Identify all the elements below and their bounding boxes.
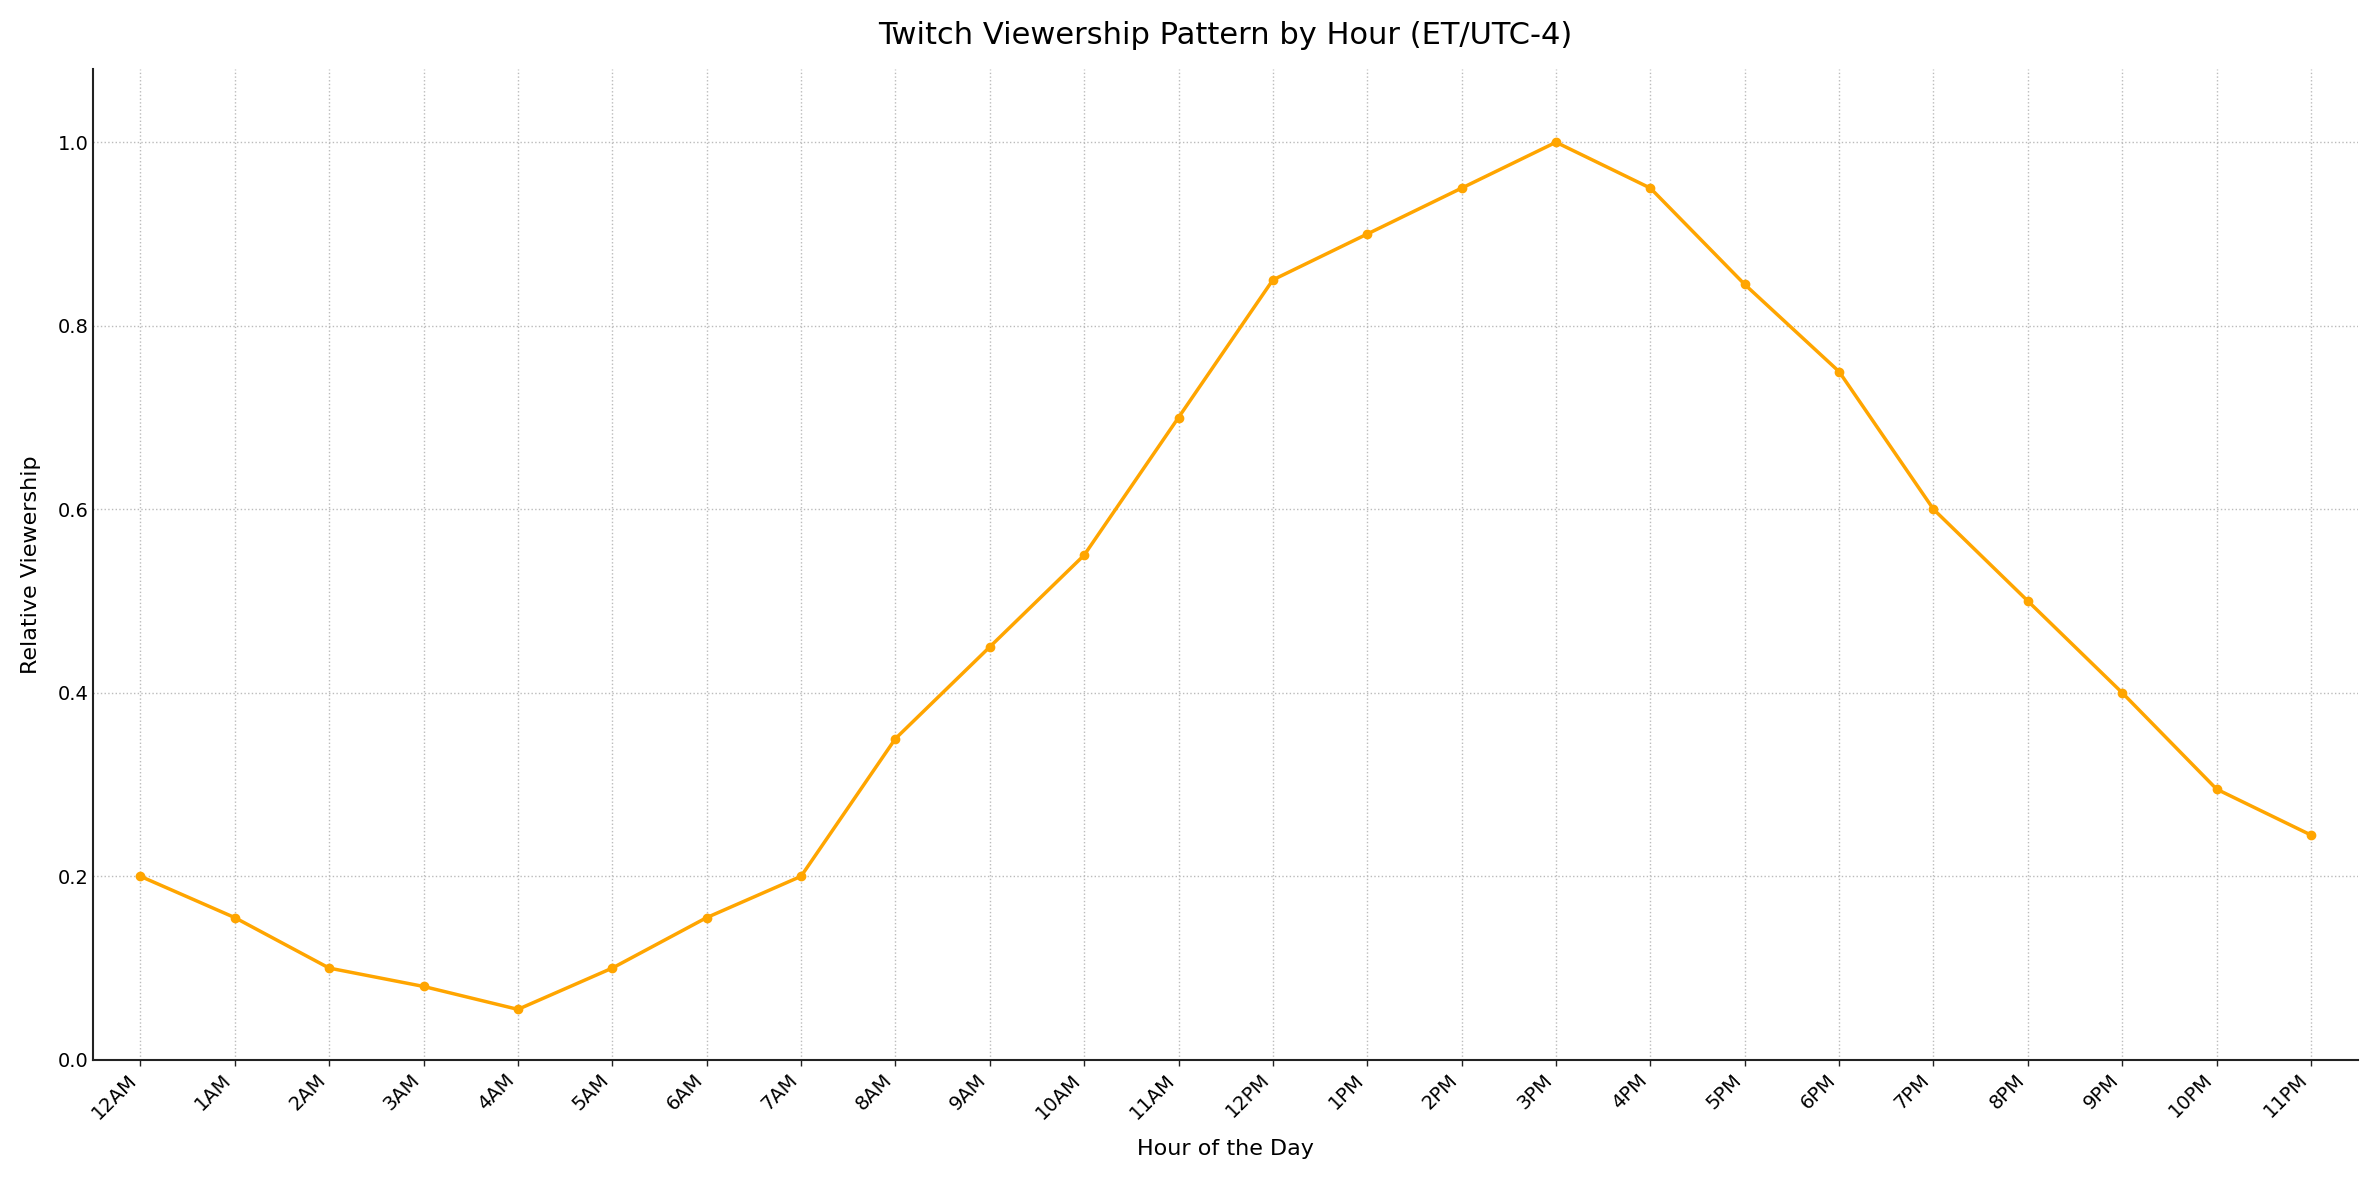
Title: Twitch Viewership Pattern by Hour (ET/UTC-4): Twitch Viewership Pattern by Hour (ET/UT… xyxy=(878,21,1573,50)
Y-axis label: Relative Viewership: Relative Viewership xyxy=(21,455,40,674)
X-axis label: Hour of the Day: Hour of the Day xyxy=(1137,1139,1313,1159)
